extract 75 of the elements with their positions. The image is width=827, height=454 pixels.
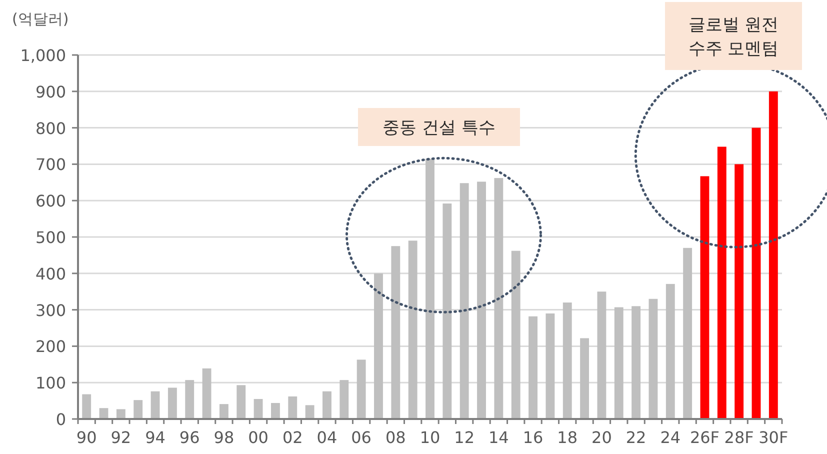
bar: [494, 178, 504, 419]
bar: [528, 316, 538, 419]
bar: [648, 298, 658, 419]
bar: [632, 306, 641, 419]
x-tick-label: 02: [282, 428, 303, 447]
y-tick-label: 100: [35, 374, 66, 393]
bar: [82, 394, 92, 419]
x-tick-label: 18: [557, 428, 578, 447]
bar: [134, 400, 143, 419]
y-axis-title: (억달러): [12, 10, 69, 28]
bar: [305, 405, 314, 419]
x-tick-label: 12: [454, 428, 475, 447]
bar: [150, 391, 160, 419]
bar: [768, 91, 778, 419]
x-tick-label: 16: [522, 428, 544, 447]
bar: [477, 182, 486, 419]
bar: [700, 176, 710, 419]
bar: [511, 250, 520, 419]
bar: [683, 248, 692, 419]
bar: [580, 338, 589, 419]
bar: [562, 302, 572, 419]
bar: [168, 388, 177, 419]
bar: [408, 240, 418, 419]
bar: [116, 409, 126, 419]
bar: [254, 398, 263, 419]
y-tick-label: 0: [56, 410, 66, 429]
y-tick-label: 900: [35, 82, 66, 102]
bar: [734, 164, 744, 419]
y-tick-label: 300: [35, 300, 66, 320]
bar: [271, 402, 280, 419]
bar: [460, 183, 469, 419]
bar: [356, 360, 366, 419]
y-tick-label: 500: [35, 228, 66, 247]
bar: [752, 128, 761, 419]
x-tick-label: 22: [626, 428, 646, 447]
y-tick-label: 800: [35, 118, 66, 138]
x-tick-label: 90: [76, 428, 97, 447]
bar: [666, 284, 675, 419]
x-tick-label: 10: [420, 428, 440, 447]
x-tick-label: 06: [351, 428, 372, 447]
x-tick-label: 30F: [758, 428, 788, 447]
y-tick-label: 400: [35, 264, 66, 284]
x-tick-label: 96: [179, 428, 200, 447]
x-tick-label: 24: [660, 428, 681, 447]
x-tick-label: 98: [214, 428, 234, 447]
bar: [717, 146, 726, 419]
x-tick-label: 94: [145, 428, 166, 447]
x-tick-label: 08: [385, 428, 406, 447]
x-tick-label: 26F: [690, 428, 720, 447]
bar: [236, 385, 246, 419]
bar: [202, 368, 212, 419]
bar: [219, 404, 228, 419]
annotation: 글로벌 원전 수주 모멘텀: [688, 15, 779, 59]
bar: [442, 204, 452, 419]
y-tick-label: 600: [35, 192, 66, 211]
y-tick-label: 1,000: [20, 46, 66, 65]
bar: [322, 391, 332, 419]
y-tick-label: 700: [35, 155, 66, 174]
bar: [288, 396, 298, 419]
y-tick-label: 200: [35, 337, 66, 356]
bar: [597, 292, 606, 419]
bar: [340, 380, 349, 419]
x-tick-label: 00: [248, 428, 268, 447]
annotation: 중동 건설 특수: [382, 118, 496, 138]
x-tick-label: 14: [488, 428, 509, 447]
bar: [546, 313, 555, 419]
bar: [391, 246, 400, 419]
bar: [426, 158, 434, 419]
bar: [185, 380, 194, 419]
bar: [374, 273, 383, 419]
bar: [614, 307, 624, 419]
x-tick-label: 04: [316, 428, 338, 447]
x-tick-label: 92: [110, 428, 132, 447]
x-tick-label: 28F: [724, 428, 754, 447]
x-tick-label: 20: [592, 428, 612, 447]
